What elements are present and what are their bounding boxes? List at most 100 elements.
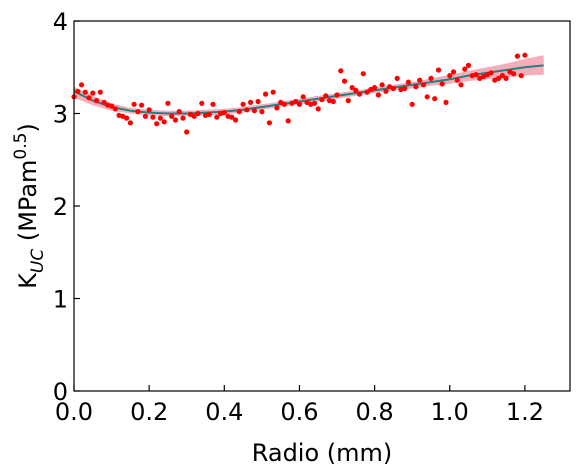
- data-point: [139, 102, 145, 108]
- data-point: [447, 73, 453, 79]
- y-tick-label: 3: [53, 101, 68, 129]
- data-point: [263, 91, 269, 97]
- x-axis-label: Radio (mm): [252, 439, 393, 467]
- data-point: [300, 94, 306, 100]
- data-point: [176, 109, 182, 115]
- y-tick-label: 0: [53, 378, 68, 406]
- data-point: [150, 114, 156, 120]
- data-point: [93, 98, 100, 104]
- data-point: [357, 91, 363, 97]
- data-point: [405, 79, 411, 85]
- data-point: [206, 111, 212, 117]
- data-point: [383, 88, 389, 94]
- x-tick-label: 0.4: [205, 398, 243, 426]
- data-point: [199, 100, 205, 106]
- data-point: [251, 108, 257, 114]
- data-points-layer: [71, 52, 528, 135]
- y-tick-label: 2: [53, 193, 68, 221]
- data-point: [135, 109, 141, 115]
- data-point: [165, 100, 171, 106]
- data-point: [169, 113, 175, 119]
- x-axis-ticks: 0.0 0.2 0.4 0.6 0.8 1.0 1.2: [55, 385, 544, 426]
- data-point: [78, 82, 85, 88]
- y-axis-label-superscript: 0.5: [11, 133, 31, 160]
- data-point: [180, 115, 186, 121]
- data-point: [394, 75, 400, 81]
- x-tick-label: 1.2: [506, 398, 544, 426]
- data-point: [266, 120, 272, 126]
- data-point: [428, 75, 434, 81]
- data-point: [458, 82, 464, 88]
- data-point: [244, 107, 250, 113]
- data-point: [424, 94, 430, 100]
- y-axis-ticks: 0 1 2 3 4: [53, 8, 80, 406]
- x-tick-label: 0.2: [130, 398, 168, 426]
- data-point: [214, 114, 220, 120]
- data-point: [86, 95, 92, 101]
- data-point: [323, 93, 329, 99]
- data-point: [417, 77, 423, 83]
- data-point: [345, 98, 351, 104]
- data-point: [522, 52, 528, 58]
- data-point: [154, 121, 160, 127]
- data-point: [124, 115, 130, 121]
- data-point: [221, 110, 227, 116]
- data-point: [473, 72, 479, 78]
- data-point: [462, 66, 468, 72]
- data-point: [330, 98, 336, 105]
- data-point: [439, 81, 445, 87]
- data-point: [195, 110, 201, 117]
- data-point: [379, 82, 385, 88]
- data-point: [127, 120, 133, 126]
- data-point: [146, 107, 152, 113]
- data-point: [75, 88, 81, 94]
- data-point: [296, 101, 303, 107]
- data-point: [259, 109, 265, 115]
- data-point: [315, 106, 321, 112]
- data-point: [514, 53, 521, 59]
- data-point: [229, 114, 235, 120]
- data-point: [413, 84, 419, 90]
- x-tick-label: 0.0: [55, 398, 93, 426]
- y-tick-label: 4: [53, 8, 68, 36]
- x-tick-label: 0.6: [280, 398, 318, 426]
- data-point: [240, 101, 246, 107]
- data-point: [372, 85, 378, 91]
- x-tick-label: 1.0: [431, 398, 469, 426]
- data-point: [191, 113, 197, 119]
- data-point: [101, 99, 107, 105]
- data-point: [465, 62, 472, 68]
- data-point: [503, 75, 509, 81]
- data-point: [142, 113, 148, 119]
- data-point: [311, 100, 318, 106]
- data-point: [454, 77, 460, 83]
- data-point: [210, 101, 216, 107]
- data-point: [90, 90, 96, 96]
- data-point: [281, 101, 287, 107]
- data-point: [334, 92, 340, 98]
- data-point: [112, 106, 118, 112]
- data-point: [518, 73, 524, 79]
- confidence-band-layer: [74, 55, 544, 117]
- data-point: [420, 82, 427, 88]
- data-point: [285, 118, 291, 124]
- data-point: [450, 69, 457, 75]
- y-axis-label: KUC (MPam0.5): [11, 123, 48, 289]
- data-point: [341, 78, 348, 84]
- data-point: [233, 117, 239, 123]
- data-point: [131, 101, 137, 107]
- data-point: [435, 67, 442, 73]
- y-axis-label-unit: (MPam: [14, 160, 42, 249]
- y-axis-label-subscript: UC: [28, 249, 48, 273]
- y-axis-label-close: ): [14, 123, 42, 132]
- data-point: [390, 85, 396, 92]
- data-point: [97, 89, 103, 95]
- confidence-band: [74, 55, 544, 117]
- data-point: [364, 89, 370, 95]
- data-point: [375, 92, 381, 98]
- data-point: [248, 99, 254, 105]
- data-point: [360, 71, 366, 77]
- data-point: [319, 97, 325, 103]
- data-point: [184, 129, 190, 135]
